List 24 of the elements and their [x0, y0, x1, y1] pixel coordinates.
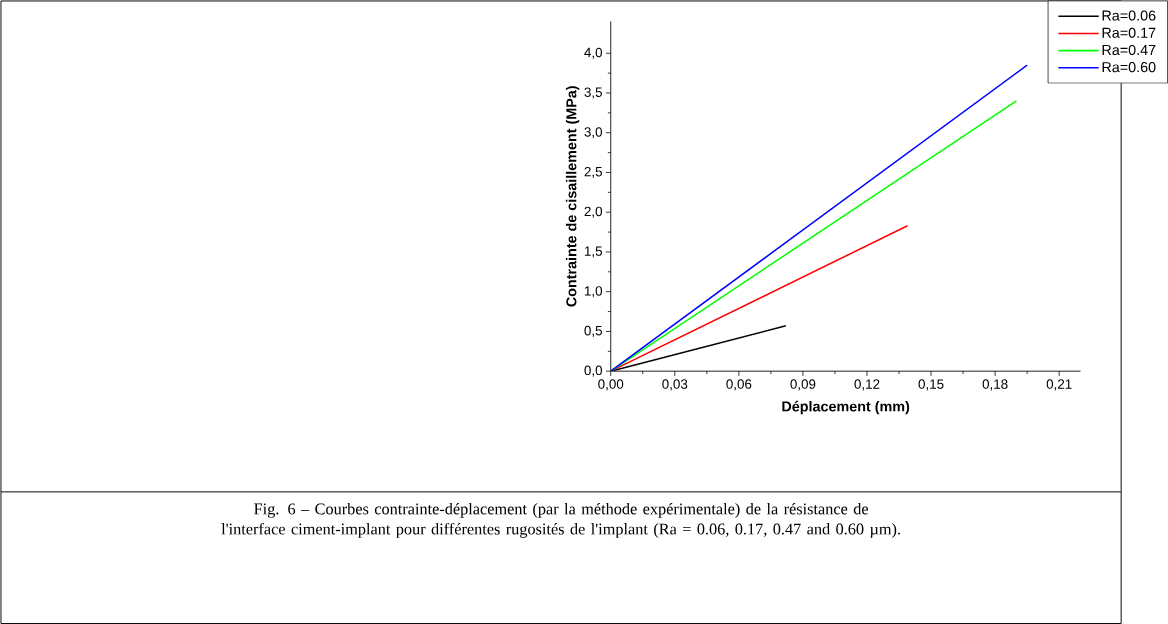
legend-label: Ra=0.47 — [1102, 44, 1156, 55]
caption: Fig. 6 – Courbes contrainte-déplacement (par la méthode expérimentale) de la résistance de l'interface ciment-implant pour différentes rugosités de l'implant (Ra = 0.06, 0.17, 0.47 and 0.60 µm). — [221, 502, 900, 538]
y-tick-label: 1,0 — [584, 285, 603, 297]
x-axis-title: Déplacement (mm) — [782, 400, 910, 415]
x-tick-label: 0,06 — [726, 379, 752, 391]
y-tick-label: 2,5 — [584, 166, 602, 178]
y-tick-label: 3,5 — [584, 87, 602, 99]
y-tick-label: 0,0 — [584, 365, 603, 377]
x-tick-label: 0,03 — [662, 379, 688, 391]
legend-label: Ra=0.06 — [1102, 10, 1156, 21]
legend-label: Ra=0.17 — [1102, 27, 1156, 38]
legend-label: Ra=0.60 — [1102, 61, 1156, 73]
y-tick-label: 1,5 — [584, 246, 602, 258]
y-tick-label: 4,0 — [584, 47, 603, 59]
x-tick-label: 0,09 — [790, 379, 816, 391]
y-tick-label: 0,5 — [584, 325, 602, 337]
x-tick-label: 0,12 — [854, 379, 880, 391]
y-tick-label: 3,0 — [584, 126, 603, 139]
x-tick-label: 0,00 — [598, 379, 624, 391]
y-axis-title: Contrainte de cisaillement (MPa) — [565, 85, 580, 307]
y-tick-label: 2,0 — [584, 206, 603, 218]
x-tick-label: 0,21 — [1046, 379, 1072, 391]
x-tick-label: 0,15 — [918, 379, 944, 391]
x-tick-label: 0,18 — [982, 379, 1008, 391]
